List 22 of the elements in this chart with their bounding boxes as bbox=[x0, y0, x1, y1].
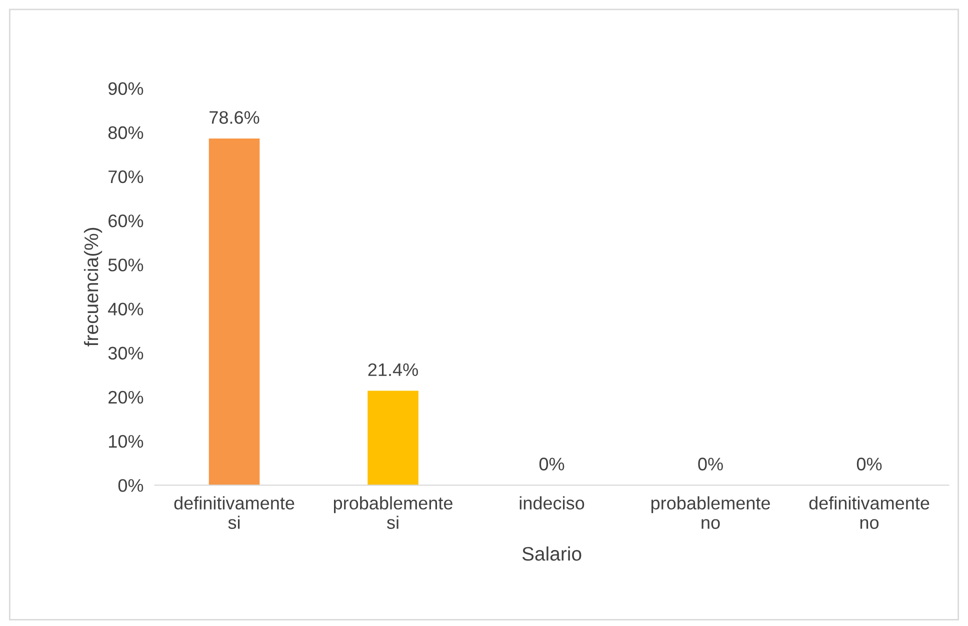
y-tick-label: 0% bbox=[118, 479, 144, 492]
data-label: 0% bbox=[698, 458, 723, 470]
y-tick-label: 60% bbox=[108, 214, 144, 228]
x-tick-label: definitivamente si bbox=[174, 496, 294, 529]
y-tick-label: 40% bbox=[108, 302, 144, 316]
x-axis-title: Salario bbox=[522, 546, 582, 561]
y-axis-title: frecuencia(%) bbox=[84, 228, 102, 346]
data-label: 0% bbox=[856, 458, 882, 470]
data-label: 21.4% bbox=[368, 363, 418, 376]
y-tick-label: 10% bbox=[109, 434, 144, 448]
y-tick-label: 80% bbox=[108, 126, 144, 140]
y-tick-label: 50% bbox=[108, 258, 144, 272]
x-tick-label: definitivamente no bbox=[809, 496, 930, 529]
x-tick-label: probablemente no bbox=[651, 496, 770, 529]
data-label: 78.6% bbox=[210, 111, 260, 124]
y-tick-label: 90% bbox=[108, 82, 144, 95]
x-tick-label: indeciso bbox=[520, 496, 584, 510]
data-label: 0% bbox=[539, 458, 564, 470]
y-tick-label: 30% bbox=[108, 346, 144, 360]
y-tick-label: 70% bbox=[108, 170, 144, 184]
y-tick-label: 20% bbox=[108, 390, 144, 404]
x-tick-label: probablemente si bbox=[334, 496, 452, 529]
